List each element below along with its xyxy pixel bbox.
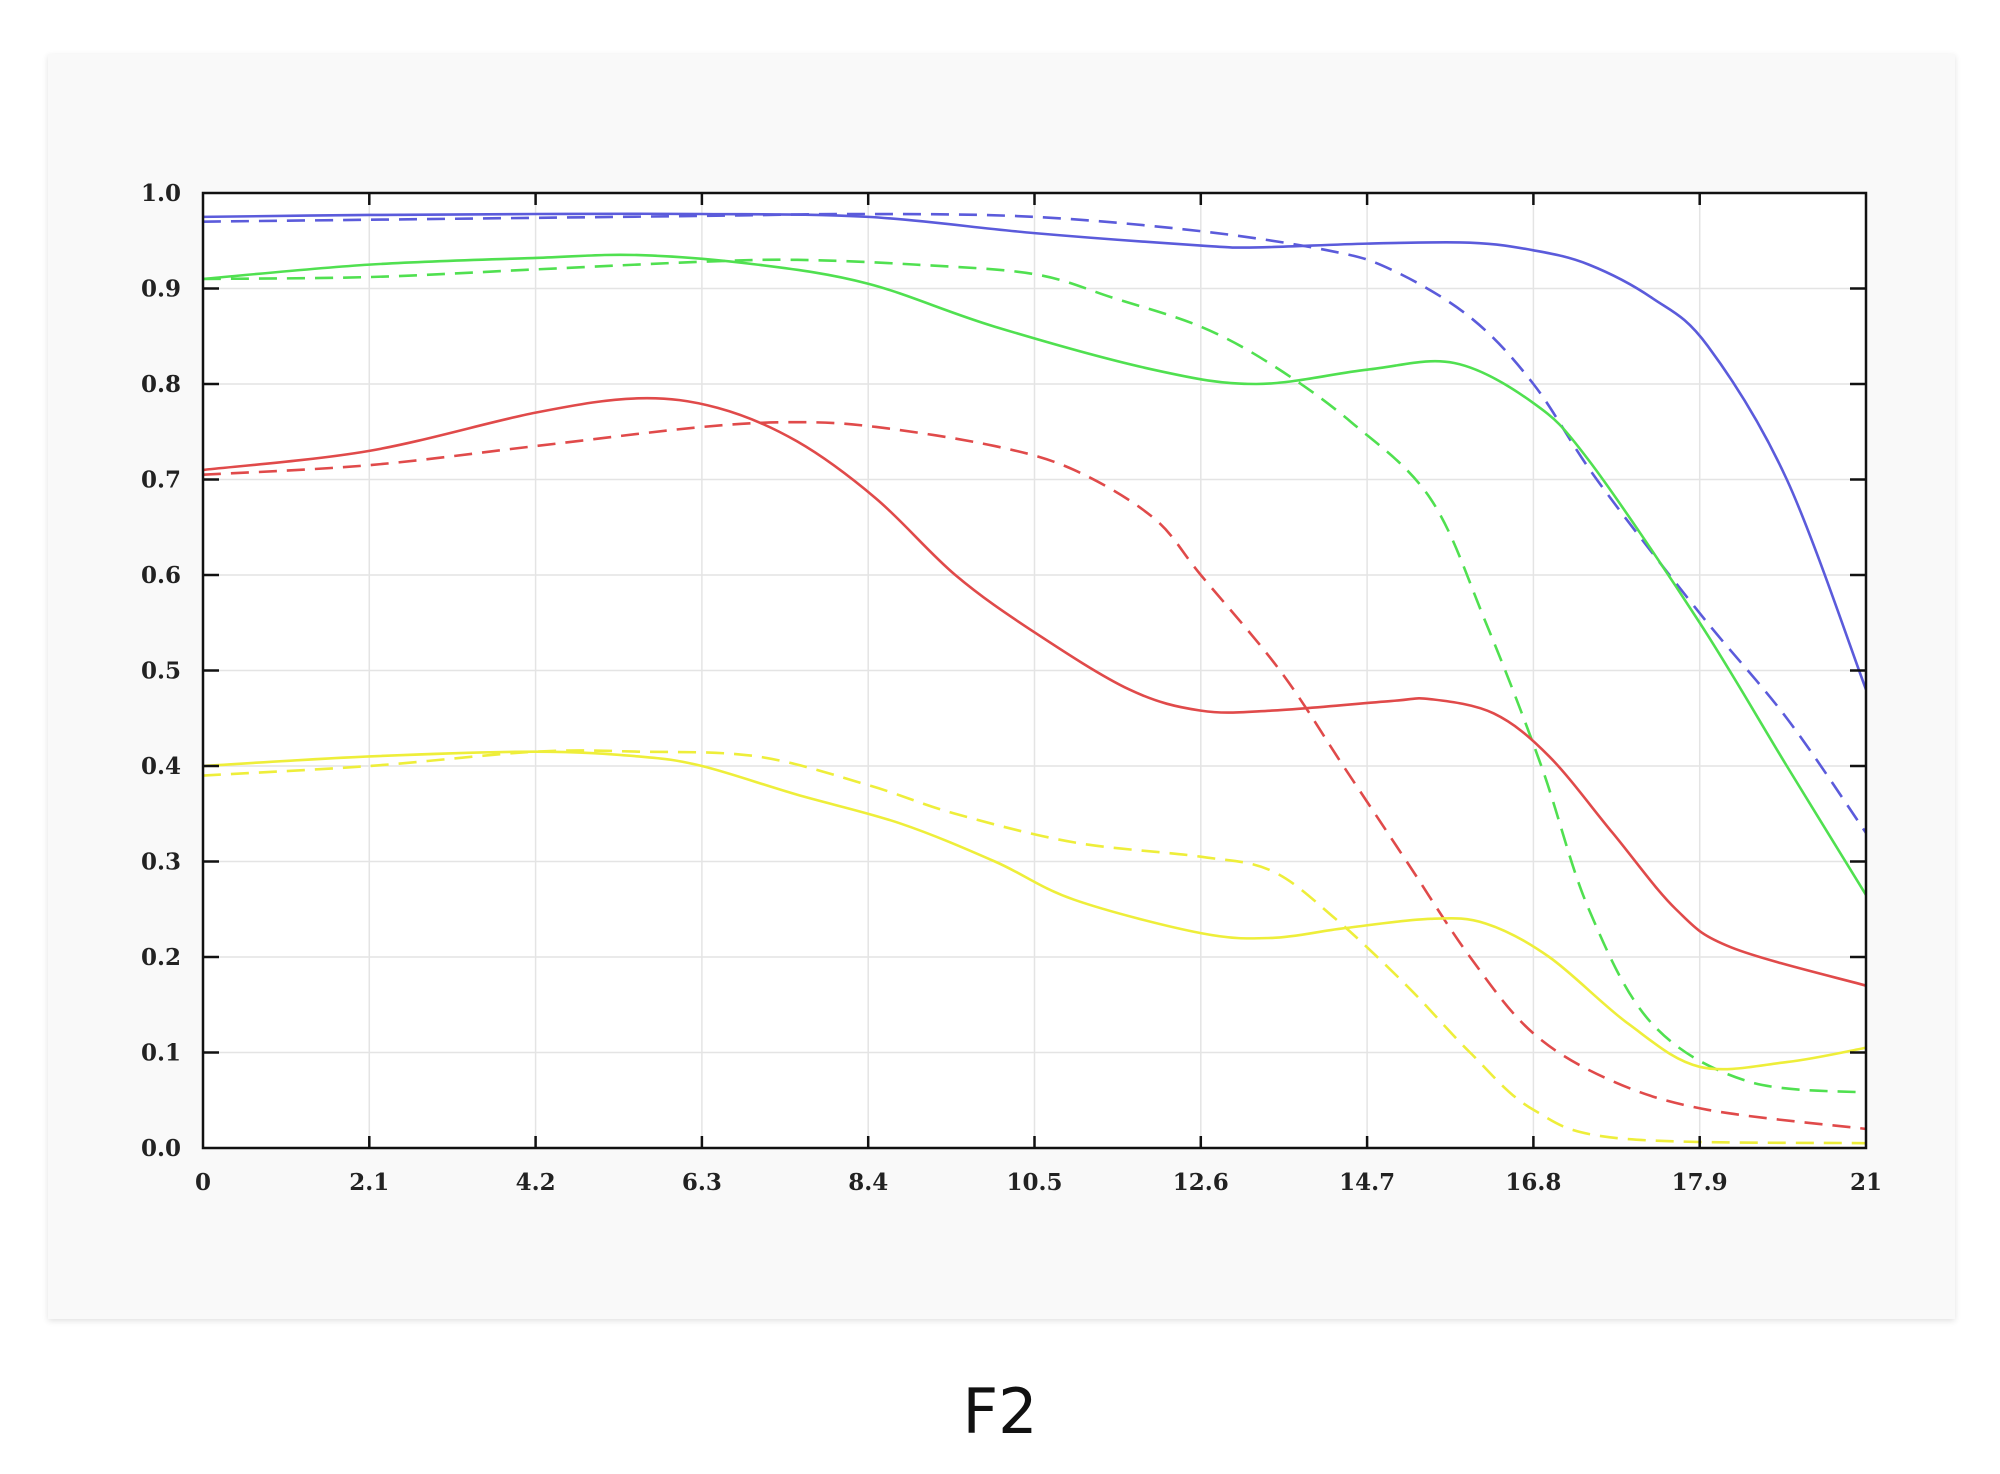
y-tick-label: 0.9 xyxy=(141,276,181,303)
y-tick-label: 0.7 xyxy=(141,467,181,494)
series-line-5 xyxy=(202,420,1867,1131)
y-tick-label: 0.8 xyxy=(141,371,181,398)
x-tick-label: 17.9 xyxy=(1672,1169,1728,1196)
tick-labels: 0 2.1 4.2 6.3 8.4 10.5 12.6 14.7 16.8 17.9 21 0.0 0.… xyxy=(141,180,1882,1196)
x-tick-label: 0 xyxy=(195,1169,211,1196)
x-tick-label: 2.1 xyxy=(349,1169,389,1196)
y-tick-label: 0.4 xyxy=(141,753,181,780)
y-tick-label: 0.3 xyxy=(141,849,181,876)
grid-lines xyxy=(203,193,1866,1148)
y-tick-label: 0.5 xyxy=(141,658,181,685)
y-tick-label: 0.2 xyxy=(141,944,181,971)
series-line-2 xyxy=(202,253,1868,896)
series-line-0 xyxy=(202,212,1868,691)
figure-card: 0 2.1 4.2 6.3 8.4 10.5 12.6 14.7 16.8 17.9 21 0.0 0.… xyxy=(48,54,1955,1319)
series-line-6 xyxy=(202,750,1867,1071)
line-chart: 0 2.1 4.2 6.3 8.4 10.5 12.6 14.7 16.8 17.9 21 0.0 0.… xyxy=(141,180,1882,1196)
axes xyxy=(201,191,1868,1150)
plot-frame xyxy=(201,191,1868,1150)
series-line-4 xyxy=(202,396,1867,987)
x-tick-label: 8.4 xyxy=(848,1169,888,1196)
series-line-7 xyxy=(202,749,1867,1145)
x-tick-label: 6.3 xyxy=(682,1169,722,1196)
series-line-3 xyxy=(202,258,1867,1094)
x-tick-label: 14.7 xyxy=(1339,1169,1395,1196)
figure-caption: F2 xyxy=(962,1375,1038,1448)
y-tick-label: 0.1 xyxy=(141,1040,181,1067)
y-tick-label: 1.0 xyxy=(141,180,181,207)
y-tick-label: 0.0 xyxy=(141,1135,181,1162)
x-tick-label: 10.5 xyxy=(1006,1169,1062,1196)
x-tick-label: 12.6 xyxy=(1173,1169,1229,1196)
y-tick-label: 0.6 xyxy=(141,562,181,589)
x-tick-label: 21 xyxy=(1850,1169,1882,1196)
series-lines xyxy=(202,212,1868,1145)
x-tick-label: 16.8 xyxy=(1505,1169,1561,1196)
series-line-1 xyxy=(202,212,1868,834)
x-tick-label: 4.2 xyxy=(516,1169,556,1196)
